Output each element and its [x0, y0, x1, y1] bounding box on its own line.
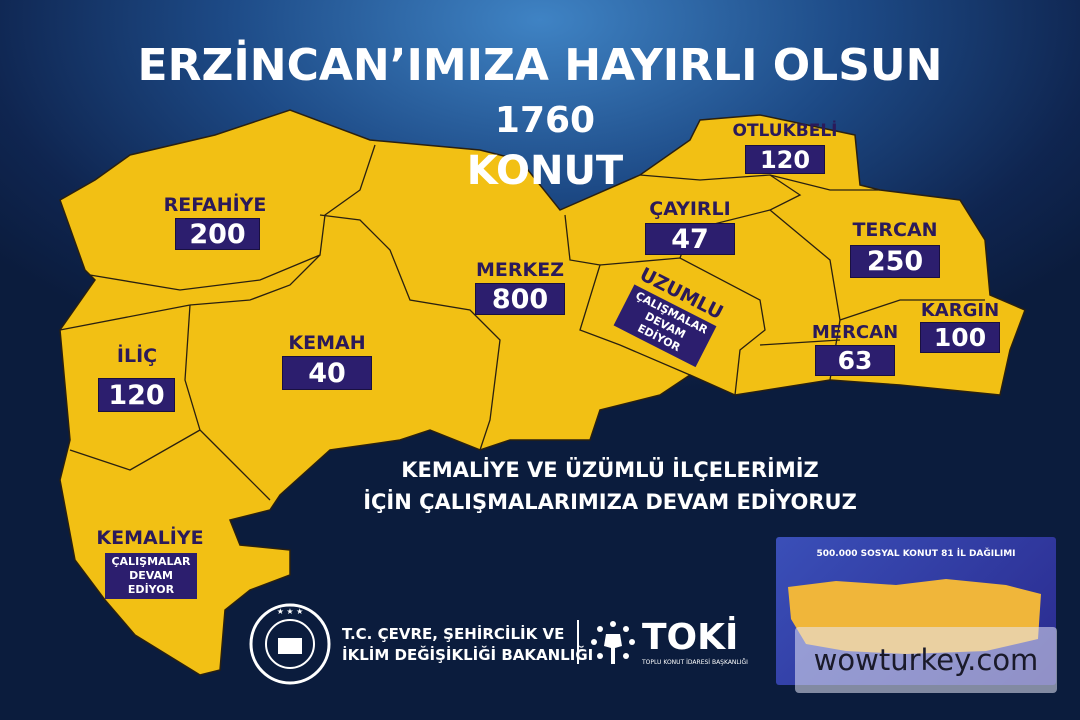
toki-logo-text: TOKİ: [642, 617, 739, 658]
district-name: MERCAN: [811, 322, 899, 343]
divider: [577, 620, 579, 664]
watermark: wowturkey.com: [795, 627, 1057, 693]
ministry-name-2: İKLİM DEĞİŞİKLİĞİ BAKANLIĞI: [342, 646, 594, 664]
province-outline: [59, 109, 1026, 676]
toki-subtitle: TOPLU KONUT İDARESİ BAŞKANLIĞI: [642, 659, 748, 666]
svg-text:★ ★ ★: ★ ★ ★: [277, 607, 304, 616]
district-name: KARGIN: [920, 300, 1000, 321]
district-value: 100: [920, 322, 1000, 353]
district-name: TERCAN: [852, 219, 938, 241]
district-value: 120: [98, 378, 175, 412]
district-value: 250: [850, 245, 940, 278]
toki-tree-icon: [591, 621, 635, 664]
district-value: 800: [475, 283, 565, 315]
note-line-1: KEMALİYE VE ÜZÜMLÜ İLÇELERİMİZ: [401, 458, 819, 482]
district-name: ÇAYIRLI: [649, 198, 731, 220]
page-title: ERZİNCAN’IMIZA HAYIRLI OLSUN: [137, 40, 943, 91]
total-unit: KONUT: [466, 148, 624, 194]
inset-title: 500.000 SOSYAL KONUT 81 İL DAĞILIMI: [816, 549, 1016, 559]
district-name: KEMALİYE: [96, 527, 204, 549]
note-line-2: İÇİN ÇALIŞMALARIMIZA DEVAM EDİYORUZ: [363, 490, 857, 514]
watermark-text: wowturkey.com: [813, 643, 1039, 677]
district-value: 40: [282, 356, 372, 390]
district-value: 47: [645, 223, 735, 255]
ministry-seal-icon: ★ ★ ★: [249, 603, 331, 685]
district-value: 200: [175, 218, 260, 250]
district-value: 63: [815, 345, 895, 376]
district-name: MERKEZ: [476, 259, 564, 281]
district-name: OTLUKBELİ: [732, 121, 838, 141]
district-name: REFAHİYE: [163, 194, 267, 216]
district-value: 120: [745, 145, 825, 174]
district-name: KEMAH: [288, 332, 366, 354]
total-count: 1760: [494, 100, 596, 141]
district-name: İLİÇ: [116, 345, 158, 367]
ministry-name-1: T.C. ÇEVRE, ŞEHİRCİLİK VE: [342, 625, 565, 643]
district-status: ÇALIŞMALAR DEVAM EDİYOR: [105, 553, 197, 599]
